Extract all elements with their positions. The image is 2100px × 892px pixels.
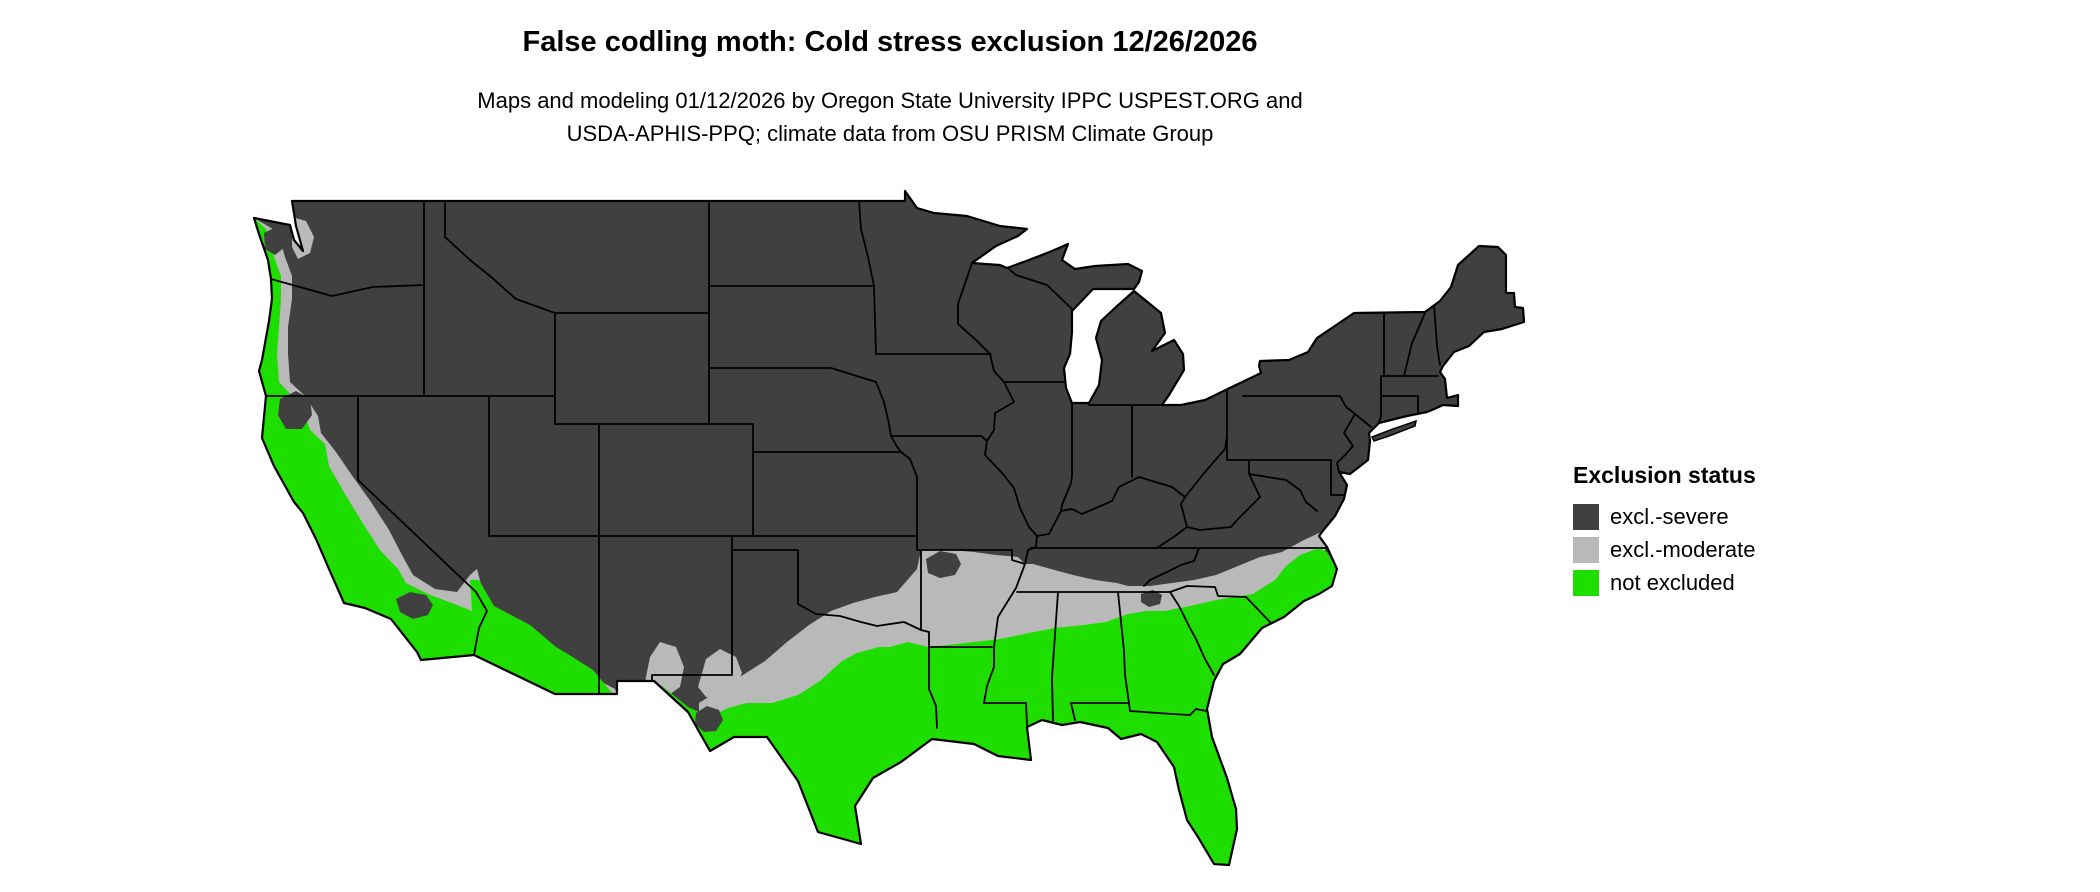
legend-title: Exclusion status [1573,462,1756,488]
legend-swatch-moderate [1573,537,1599,563]
state-borders [265,200,1441,729]
severe-patch-davis-mountains [695,706,723,732]
long-island [1370,419,1417,442]
severe-patch-klamath [278,391,312,429]
legend-item-severe: excl.-severe [1573,503,1756,531]
severe-patch-ozarks [926,551,961,578]
legend-item-not-excluded: not excluded [1573,569,1756,597]
severe-patch-socal-mountains [396,592,433,619]
severe-patch-olympics [264,227,286,255]
legend-swatch-severe [1573,504,1599,530]
severe-patch-north-georgia [1141,590,1162,607]
region-not-excluded-west [254,218,613,694]
region-excluded-moderate-south [699,533,1327,722]
legend-label-moderate: excl.-moderate [1610,537,1756,562]
credit-line-2: USDA-APHIS-PPQ; climate data from OSU PR… [566,121,1214,146]
legend: Exclusion status excl.-severe excl.-mode… [1573,462,1756,602]
legend-item-moderate: excl.-moderate [1573,536,1756,564]
us-map [252,189,1526,867]
credit-line-1: Maps and modeling 01/12/2026 by Oregon S… [477,88,1303,113]
legend-label-not-excluded: not excluded [1610,570,1735,595]
legend-swatch-not-excluded [1573,570,1599,596]
region-excluded-moderate-nm-pecos [698,649,742,697]
region-not-excluded-southeast [654,548,1337,865]
conus-outline [252,189,1526,867]
page-title: False codling moth: Cold stress exclusio… [522,26,1258,58]
legend-label-severe: excl.-severe [1610,504,1729,529]
